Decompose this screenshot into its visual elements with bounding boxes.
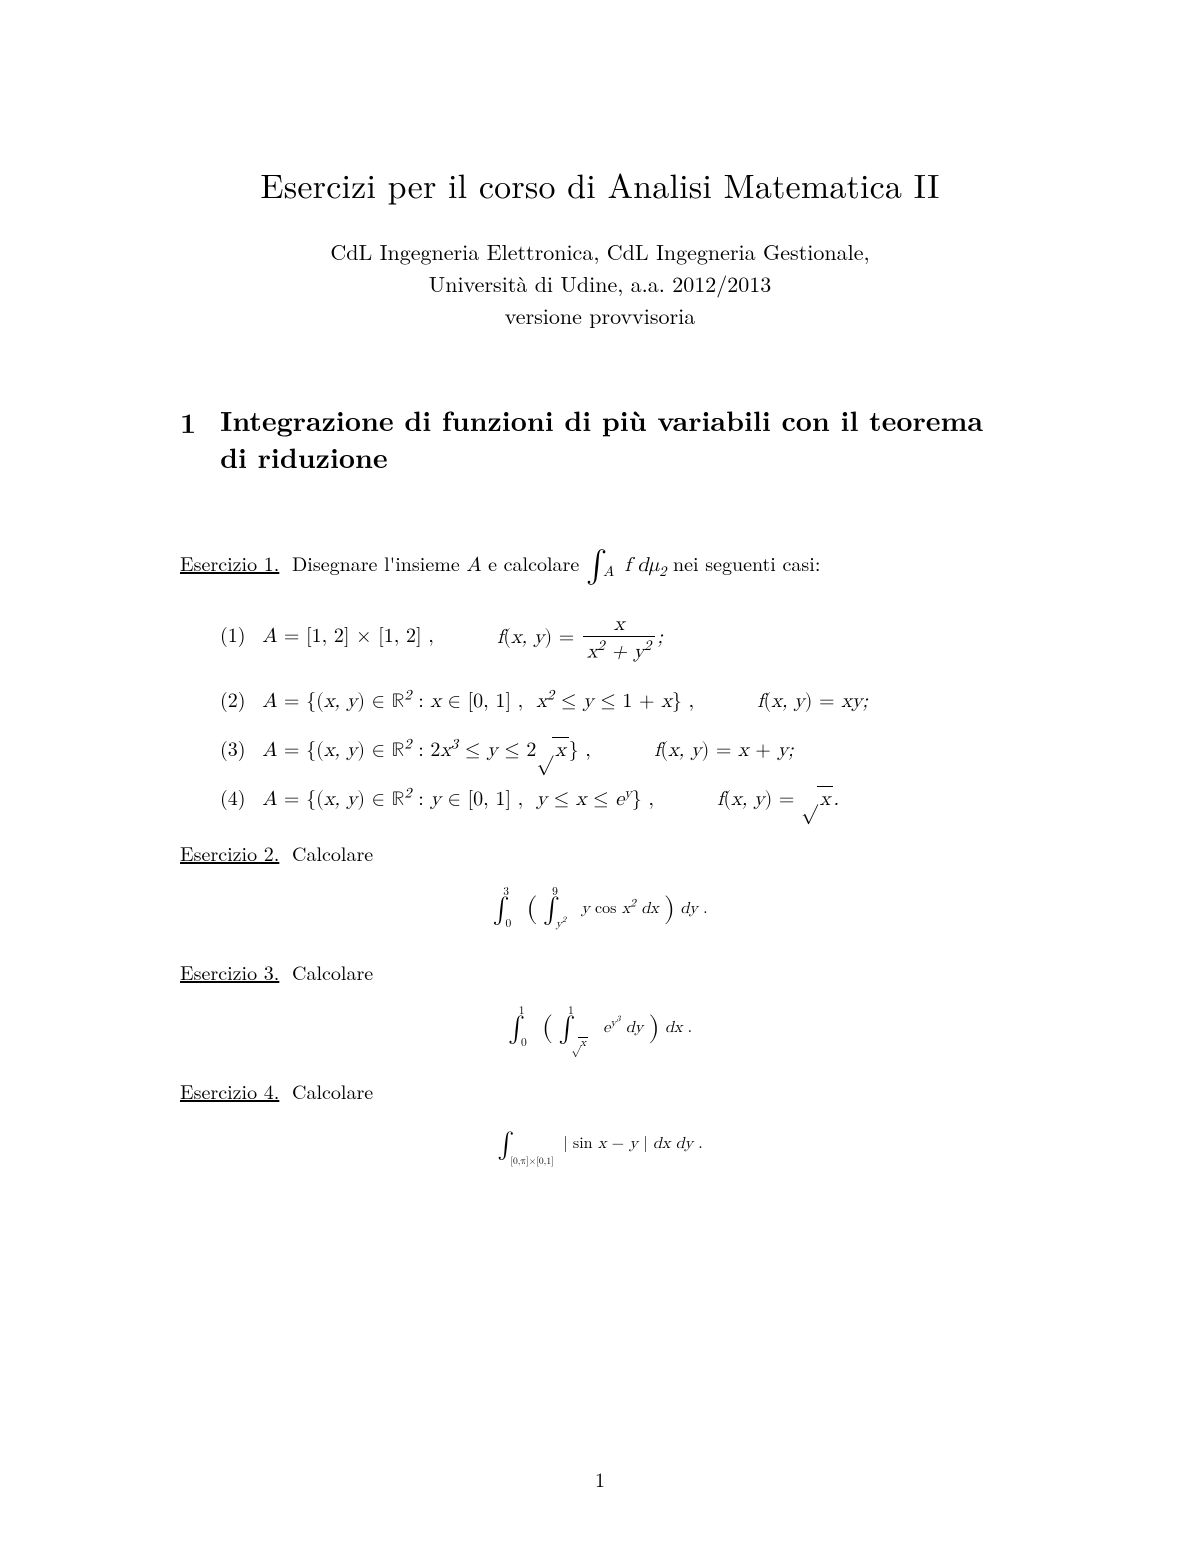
document-subtitle: CdL Ingegneria Elettronica, CdL Ingegner… <box>180 236 1020 332</box>
exercise-4-text: Calcolare <box>292 1076 373 1105</box>
exercise-2: Esercizio 2. Calcolare <box>180 837 1020 869</box>
exercise-2-label: Esercizio 2. <box>180 838 279 867</box>
exercise-3-text: Calcolare <box>292 957 373 986</box>
exercise-3-formula: ∫01 ( ∫x1 ey3 dy ) dx . <box>180 1006 1020 1041</box>
exercise-1: Esercizio 1. Disegnare l'insieme A e cal… <box>180 537 1020 588</box>
var-a: A <box>466 555 481 575</box>
exercise-2-text: Calcolare <box>292 838 373 867</box>
exercise-1-item-4: (4) A = {(x, y) ∈ ℝ2 : y ∈ [0, 1] , y ≤ … <box>220 782 1020 811</box>
exercise-1-item-3: (3) A = {(x, y) ∈ ℝ2 : 2x3 ≤ y ≤ 2x} , f… <box>220 733 1020 762</box>
item-num: (4) <box>220 782 246 811</box>
subtitle-line-3: versione provvisoria <box>505 300 696 331</box>
exercise-1-text-before: Disegnare l'insieme <box>292 548 466 577</box>
page-number: 1 <box>0 1464 1200 1493</box>
exercise-1-integral: ∫A f dμ2 <box>586 555 666 575</box>
exercise-2-formula: ∫03 ( ∫y29 y cos x2 dx ) dy . <box>180 887 1020 922</box>
exercise-1-item-1: (1) A = [1, 2] × [1, 2] , f(x, y) = xx2 … <box>220 612 1020 664</box>
exercise-4-label: Esercizio 4. <box>180 1076 279 1105</box>
subtitle-line-1: CdL Ingegneria Elettronica, CdL Ingegner… <box>330 236 869 267</box>
section-title: Integrazione di funzioni di più variabil… <box>220 402 1020 478</box>
exercise-1-label: Esercizio 1. <box>180 548 279 577</box>
item-num: (2) <box>220 684 246 713</box>
exercise-3: Esercizio 3. Calcolare <box>180 956 1020 988</box>
section-heading: 1 Integrazione di funzioni di più variab… <box>180 402 1020 478</box>
exercise-1-text-mid: e calcolare <box>488 548 586 577</box>
section-number: 1 <box>180 402 196 442</box>
exercise-1-items: (1) A = [1, 2] × [1, 2] , f(x, y) = xx2 … <box>220 612 1020 811</box>
subtitle-line-2: Università di Udine, a.a. 2012/2013 <box>429 268 771 299</box>
exercise-3-label: Esercizio 3. <box>180 957 279 986</box>
exercise-1-item-2: (2) A = {(x, y) ∈ ℝ2 : x ∈ [0, 1] , x2 ≤… <box>220 684 1020 713</box>
exercise-4: Esercizio 4. Calcolare <box>180 1075 1020 1107</box>
item-num: (1) <box>220 620 246 649</box>
exercise-1-text-after: nei seguenti casi: <box>673 548 820 577</box>
item-num: (3) <box>220 733 246 762</box>
page: Esercizi per il corso di Analisi Matemat… <box>0 0 1200 1553</box>
exercise-4-formula: ∫[0,π]×[0,1] | sin x − y | dx dy . <box>180 1125 1020 1156</box>
document-title: Esercizi per il corso di Analisi Matemat… <box>180 160 1020 208</box>
